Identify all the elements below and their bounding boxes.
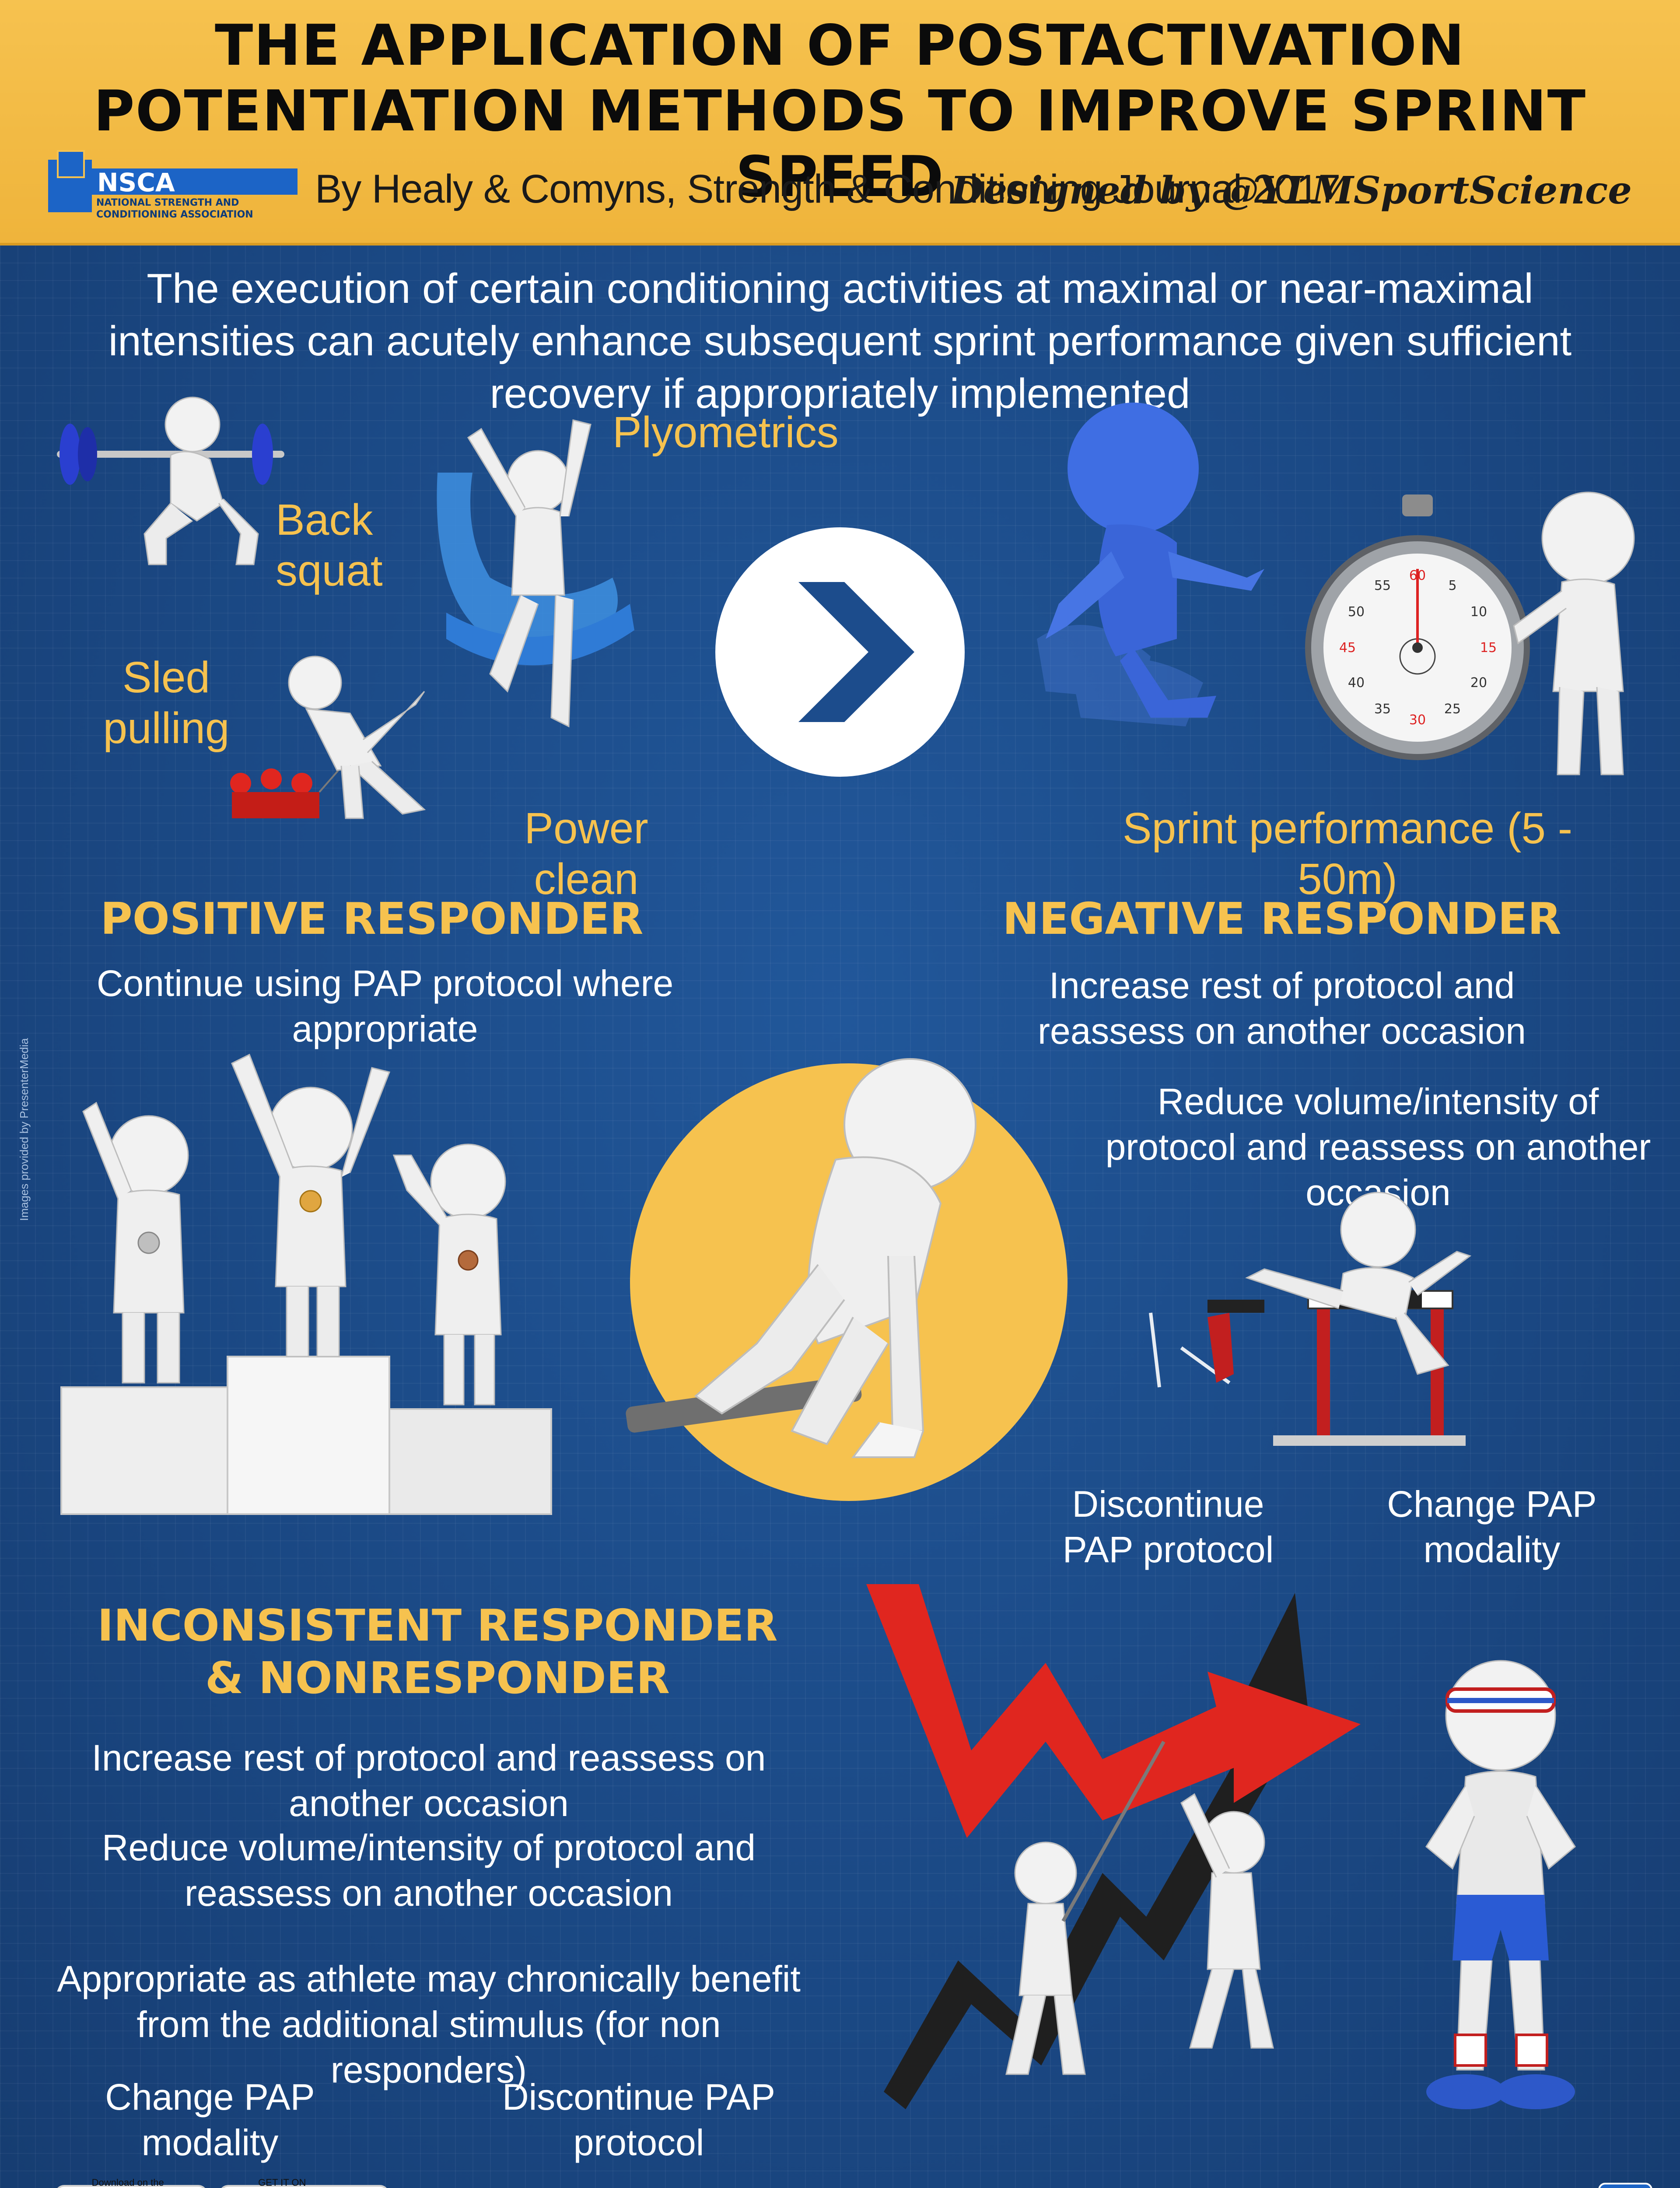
- google-play-badge[interactable]: ▶ GET IT ON Google Play: [219, 2177, 389, 2188]
- sprint-performance-label: Sprint performance (5 - 50m): [1122, 804, 1573, 904]
- svg-text:40: 40: [1348, 675, 1365, 691]
- image-credit: Images provided by PresenterMedia: [18, 1038, 31, 1221]
- svg-text:CONDITIONING ASSOCIATION: CONDITIONING ASSOCIATION: [96, 209, 253, 220]
- header-banner: [0, 0, 1680, 245]
- stopwatch-figure: 60 5 10 15 20 25 30 35 40 45 50 55: [1305, 491, 1635, 775]
- runner-headband-figure: [1425, 1660, 1576, 2109]
- sprinter-blue-figure: [1037, 403, 1264, 726]
- vitruvian-app-icon[interactable]: [1598, 2183, 1652, 2188]
- inconsistent-option-change: Change PAP modality: [105, 2076, 315, 2163]
- svg-text:50: 50: [1348, 604, 1365, 620]
- svg-text:NSCA: NSCA: [97, 168, 175, 197]
- sled-pulling-figure: [230, 656, 426, 819]
- inconsistent-item-1: Increase rest of protocol and reassess o…: [91, 1737, 766, 1824]
- svg-text:25: 25: [1444, 701, 1461, 717]
- svg-text:15: 15: [1480, 640, 1497, 656]
- back-squat-figure: [57, 396, 284, 565]
- hurdle-jumper-figure: [1149, 1192, 1472, 1446]
- plyometrics-figure: [437, 419, 634, 728]
- intro-statement: The execution of certain conditioning ac…: [108, 265, 1572, 417]
- back-squat-label: Back squat: [276, 495, 383, 595]
- positive-responder-heading: Positive responder: [100, 893, 644, 944]
- inconsistent-heading-line1: Inconsistent responder: [97, 1600, 778, 1651]
- svg-text:55: 55: [1374, 578, 1391, 593]
- citation-byline: By Healy & Comyns, Strength & Conditioni…: [315, 167, 1340, 211]
- svg-text:20: 20: [1470, 675, 1487, 691]
- app-store-small-text: Download on the: [91, 2177, 164, 2188]
- podium-figures: [60, 1053, 552, 1515]
- svg-text:NATIONAL STRENGTH AND: NATIONAL STRENGTH AND: [96, 197, 239, 208]
- chevron-arrow-icon: [715, 527, 965, 777]
- inconsistent-heading-line2: & Nonresponder: [205, 1652, 670, 1704]
- designer-credit: Designed by @YLMSportScience: [950, 168, 1632, 213]
- negative-option-discontinue: Discontinue PAP protocol: [1062, 1483, 1274, 1570]
- page-title: The Application of Postactivation Potent…: [93, 13, 1587, 210]
- svg-text:10: 10: [1470, 604, 1487, 620]
- power-clean-label: Power clean: [524, 804, 648, 904]
- app-store-badge[interactable]: ● Download on the App Store: [55, 2177, 208, 2188]
- negative-item-1: Increase rest of protocol and reassess o…: [1038, 965, 1526, 1052]
- sled-pulling-label: Sled pulling: [103, 653, 230, 753]
- negative-responder-heading: Negative responder: [1002, 893, 1561, 944]
- inconsistent-option-discontinue: Discontinue PAP protocol: [502, 2076, 776, 2163]
- svg-text:30: 30: [1409, 712, 1426, 728]
- google-play-small-text: GET IT ON: [258, 2177, 306, 2188]
- sprint-start-figure: [626, 1058, 1068, 1501]
- svg-text:5: 5: [1448, 578, 1456, 593]
- negative-option-change: Change PAP modality: [1387, 1483, 1597, 1570]
- inconsistent-item-3: Appropriate as athlete may chronically b…: [57, 1958, 801, 2090]
- positive-responder-text: Continue using PAP protocol where approp…: [96, 963, 674, 1049]
- zigzag-arrows-figure: [866, 1584, 1361, 2109]
- svg-text:35: 35: [1374, 701, 1391, 717]
- inconsistent-item-2: Reduce volume/intensity of protocol and …: [102, 1827, 756, 1914]
- nsca-logo: NSCA NATIONAL STRENGTH AND CONDITIONING …: [48, 150, 302, 225]
- svg-text:45: 45: [1339, 640, 1356, 656]
- plyometrics-label: Plyometrics: [612, 408, 839, 457]
